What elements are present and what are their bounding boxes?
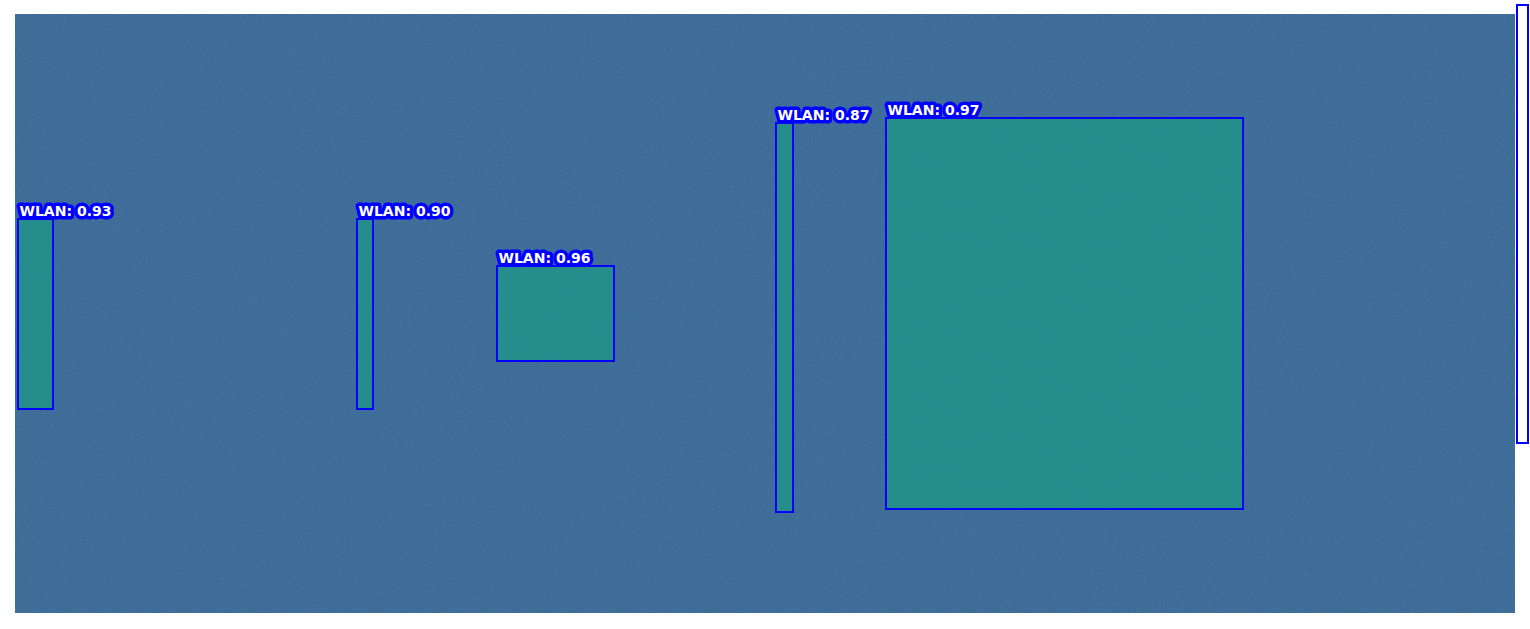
svg-text:WLAN: 0.93: WLAN: 0.93: [20, 203, 112, 219]
svg-text:WLAN: 0.90: WLAN: 0.90: [359, 203, 451, 219]
svg-text:WLAN: 0.87: WLAN: 0.87: [778, 107, 870, 123]
svg-text:WLAN: 0.96: WLAN: 0.96: [499, 250, 591, 266]
svg-text:WLAN: 0.97: WLAN: 0.97: [888, 102, 980, 118]
